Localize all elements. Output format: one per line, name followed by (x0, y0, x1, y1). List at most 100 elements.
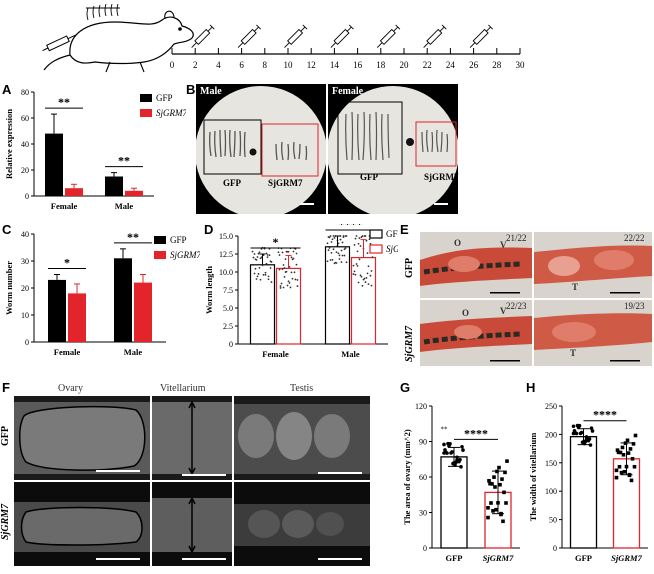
data-point (493, 485, 497, 489)
panel-e-fraction-1: 21/22 (506, 233, 527, 243)
syringe-icon (191, 24, 215, 48)
y-tick-label: 0 (423, 544, 427, 553)
data-point (295, 263, 298, 266)
syringe-part (486, 26, 491, 32)
data-point (572, 429, 577, 433)
timeline-tick-label: 16 (353, 60, 363, 70)
data-point (262, 273, 265, 276)
panel-e-label-t1: T (572, 282, 579, 292)
data-point (286, 284, 289, 287)
syringe-icon (376, 24, 401, 48)
data-point (326, 242, 329, 245)
data-point (501, 519, 505, 524)
syringe-icon (423, 24, 447, 48)
data-point (260, 256, 263, 259)
data-point (364, 235, 367, 237)
y-tick-label: 60 (419, 473, 427, 482)
syringe-part (379, 28, 396, 45)
data-point (589, 426, 594, 430)
x-category-label: Female (51, 201, 78, 211)
data-point (355, 263, 358, 265)
timeline-tick-label: 6 (239, 60, 244, 70)
data-point (258, 251, 261, 254)
data-point (358, 258, 361, 261)
x-category-label: Female (262, 349, 289, 359)
panel-e-label-o2: O (462, 308, 470, 318)
syringe-part (284, 42, 290, 48)
panel-f-col-vitellarium: Vitellarium (160, 383, 206, 394)
data-point (327, 249, 330, 252)
syringe-part (469, 42, 476, 48)
legend-swatch (140, 94, 152, 102)
data-point (571, 424, 576, 429)
panel-f-grm-ovary (14, 482, 150, 566)
data-point (341, 241, 344, 244)
data-point (331, 258, 334, 261)
data-point (356, 250, 359, 253)
y-tick-label: 200 (545, 430, 557, 439)
data-point (616, 450, 621, 455)
y-axis-label: The width of vitellarium (528, 433, 538, 522)
data-point (489, 501, 493, 505)
panel-f-grm-vitellarium (152, 482, 232, 566)
data-point (292, 250, 295, 253)
data-point (620, 445, 625, 450)
syringe-part (393, 26, 399, 32)
legend-swatch (369, 229, 383, 239)
panel-letter-g: G (400, 380, 411, 395)
data-point (342, 235, 345, 237)
panel-letter-h: H (526, 380, 536, 395)
panel-e-row-grm: SjGRM7 (404, 325, 415, 362)
syringe-part (209, 24, 215, 30)
data-point (460, 444, 464, 449)
data-point (369, 274, 372, 277)
data-point (369, 242, 372, 245)
y-tick-label: 40 (21, 140, 29, 149)
data-point (333, 236, 336, 239)
data-point (339, 238, 342, 241)
data-point (295, 252, 298, 255)
panel-e-grm-testis (534, 300, 652, 366)
data-point (292, 257, 295, 260)
data-point (287, 250, 290, 253)
panel-f-gfp-testis (234, 396, 370, 480)
data-point (633, 433, 638, 438)
y-tick-label: 2.5 (223, 322, 233, 331)
data-point (443, 448, 447, 452)
y-tick-label: 15.0 (219, 232, 233, 241)
data-point (446, 441, 450, 446)
data-point (338, 254, 341, 257)
data-point (575, 423, 580, 428)
significance-stars: **** (593, 408, 617, 422)
data-point (628, 447, 633, 451)
panel-e-fraction-4: 19/23 (624, 301, 645, 311)
legend-label: SjGRM7 (386, 244, 398, 254)
data-point (442, 442, 446, 447)
panel-letter-b: B (186, 82, 196, 97)
data-point (330, 251, 333, 254)
y-tick-label: 120 (415, 402, 427, 411)
panel-b-female-gfp-label: GFP (360, 172, 378, 182)
timeline-tick-label: 2 (193, 60, 198, 70)
data-point (257, 273, 260, 275)
data-point (361, 235, 364, 237)
y-tick-label: 10 (21, 311, 29, 320)
data-point (500, 477, 504, 481)
data-point (332, 248, 335, 251)
data-point (255, 258, 258, 261)
syringe-part (330, 42, 337, 48)
data-point (361, 284, 364, 287)
bar (65, 188, 83, 196)
y-tick-label: 250 (545, 402, 557, 411)
data-point (357, 242, 360, 245)
panel-letter-c: C (2, 222, 12, 237)
data-point (578, 431, 583, 436)
data-point (455, 458, 459, 463)
data-point (294, 278, 297, 281)
panel-f-gfp-vitellarium (152, 396, 232, 480)
bar (105, 176, 123, 196)
y-axis-label: The area of ovary (mm^2) (402, 429, 412, 525)
y-tick-label: 40 (21, 230, 29, 239)
significance-stars: * (64, 256, 70, 270)
data-point (251, 250, 254, 253)
